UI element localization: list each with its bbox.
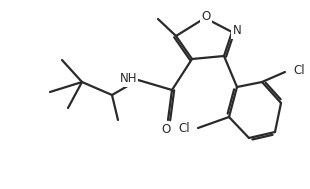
Text: Cl: Cl (178, 122, 190, 135)
Text: O: O (162, 123, 171, 136)
Text: Cl: Cl (293, 64, 305, 77)
Text: NH: NH (119, 73, 137, 85)
Text: N: N (232, 25, 241, 37)
Text: O: O (202, 11, 210, 23)
